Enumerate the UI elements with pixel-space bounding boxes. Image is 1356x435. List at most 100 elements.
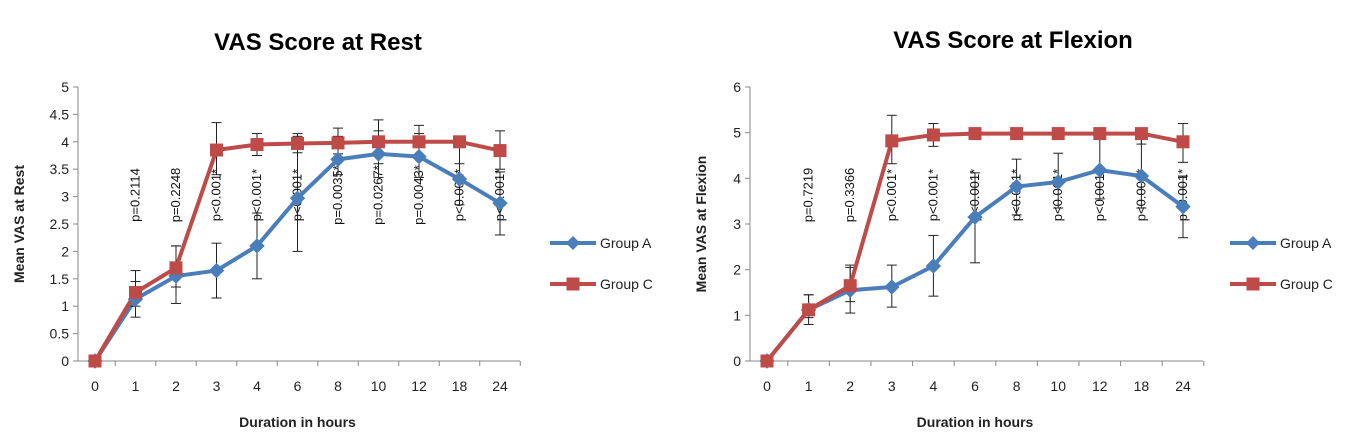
data-point-group-c (926, 128, 940, 142)
x-tick-label: 0 (763, 378, 771, 394)
y-tick-label: 4 (733, 170, 741, 186)
y-tick-label: 5 (733, 125, 741, 141)
x-tick-label: 2 (172, 378, 180, 394)
x-tick-label: 6 (294, 378, 302, 394)
data-point-group-a (411, 148, 427, 165)
data-point-group-a (330, 151, 346, 168)
data-point-group-a (925, 258, 942, 274)
y-tick-label: 0 (733, 353, 741, 369)
data-point-group-c (88, 354, 102, 368)
data-point-group-a (967, 209, 983, 225)
x-tick-label: 2 (846, 378, 854, 394)
x-tick-label: 24 (1175, 378, 1191, 394)
x-tick-label: 1 (805, 378, 813, 394)
p-value-label: p<0.001* (209, 169, 224, 221)
chart-title: VAS Score at Flexion (893, 27, 1133, 54)
data-point-group-c (1010, 127, 1024, 141)
x-tick-label: 12 (411, 378, 427, 394)
data-point-group-c (250, 138, 264, 152)
p-value-label: p=0.0267* (371, 165, 386, 225)
legend-label-group-c: Group C (1280, 276, 1333, 292)
x-tick-label: 18 (452, 378, 468, 394)
x-tick-label: 10 (371, 378, 387, 394)
data-point-group-a (370, 146, 387, 162)
y-tick-label: 2.5 (50, 216, 70, 232)
y-tick-label: 3 (61, 189, 69, 205)
legend-marker-group-c (1246, 277, 1260, 291)
p-value-label: p=0.7219 (801, 168, 816, 223)
x-axis-title: Duration in hours (239, 414, 356, 430)
data-point-group-c (1176, 135, 1190, 149)
data-point-group-a (884, 279, 900, 295)
data-point-group-c (291, 136, 304, 150)
data-point-group-c (1134, 127, 1148, 141)
y-tick-label: 4 (61, 134, 69, 150)
data-point-group-c (1093, 127, 1107, 141)
x-tick-label: 0 (91, 378, 99, 394)
data-point-group-a (492, 195, 508, 211)
data-point-group-c (169, 261, 183, 275)
data-point-group-c (372, 135, 385, 149)
p-value-label: p<0.001* (249, 169, 264, 221)
data-point-group-c (412, 135, 426, 149)
data-point-group-c (885, 134, 899, 148)
y-tick-label: 3 (733, 216, 741, 232)
data-point-group-c (331, 136, 345, 150)
x-tick-label: 18 (1134, 378, 1150, 394)
x-axis-title: Duration in hours (917, 414, 1034, 430)
data-point-group-c (760, 354, 774, 368)
data-point-group-a (1008, 178, 1025, 195)
y-tick-label: 1 (733, 307, 741, 323)
y-tick-label: 2 (733, 262, 741, 278)
x-tick-label: 12 (1092, 378, 1108, 394)
data-point-group-c (129, 286, 142, 299)
data-point-group-c (1051, 127, 1065, 141)
data-point-group-c (210, 143, 223, 157)
y-tick-label: 4.5 (50, 106, 70, 122)
data-point-group-c (843, 279, 857, 293)
data-point-group-a (208, 262, 225, 279)
p-value-label: p=0.0035* (330, 165, 345, 225)
x-tick-label: 6 (971, 378, 979, 394)
legend-label-group-a: Group A (1280, 235, 1332, 251)
data-point-group-a (1133, 168, 1150, 184)
data-point-group-a (1050, 174, 1066, 190)
p-value-label: p<0.001* (925, 169, 940, 221)
x-tick-label: 3 (888, 378, 896, 394)
data-point-group-a (289, 190, 306, 206)
data-point-group-a (451, 171, 468, 187)
y-tick-label: 3.5 (50, 161, 70, 177)
p-value-label: p=0.0043* (411, 165, 426, 225)
y-axis-title: Mean VAS at Flexion (693, 156, 709, 293)
chart-vas-rest: VAS Score at Rest 0 0.5 1 1.5 2 2.5 3 3.5 4 4.5 5 0 1… (11, 29, 653, 430)
y-tick-label: 0 (61, 353, 69, 369)
x-tick-label: 8 (334, 378, 342, 394)
p-value-label: p<0.001* (884, 169, 899, 221)
x-tick-label: 10 (1050, 378, 1066, 394)
legend-label-group-c: Group C (600, 276, 653, 292)
p-value-label: p<0.001* (1009, 169, 1024, 221)
y-tick-label: 6 (733, 79, 741, 95)
data-point-group-c (493, 144, 507, 158)
legend-marker-group-a (566, 236, 580, 250)
p-value-label: p=0.2114 (128, 168, 143, 222)
x-tick-label: 8 (1013, 378, 1021, 394)
y-tick-label: 0.5 (50, 326, 70, 342)
data-point-group-c (453, 135, 466, 149)
legend-label-group-a: Group A (600, 235, 652, 251)
data-point-group-a (1175, 198, 1191, 215)
data-point-group-c (968, 127, 982, 141)
chart-title: VAS Score at Rest (214, 29, 422, 56)
y-tick-label: 2 (61, 243, 69, 259)
data-point-group-c (802, 303, 816, 317)
x-tick-label: 3 (213, 378, 221, 394)
x-tick-label: 4 (930, 378, 938, 394)
p-value-label: p=0.2248 (168, 168, 183, 223)
x-tick-label: 24 (492, 378, 508, 394)
x-tick-label: 1 (132, 378, 140, 394)
p-value-label: p=0.3366 (842, 168, 857, 223)
y-axis-title: Mean VAS at Rest (11, 165, 27, 283)
y-tick-label: 5 (61, 79, 69, 95)
